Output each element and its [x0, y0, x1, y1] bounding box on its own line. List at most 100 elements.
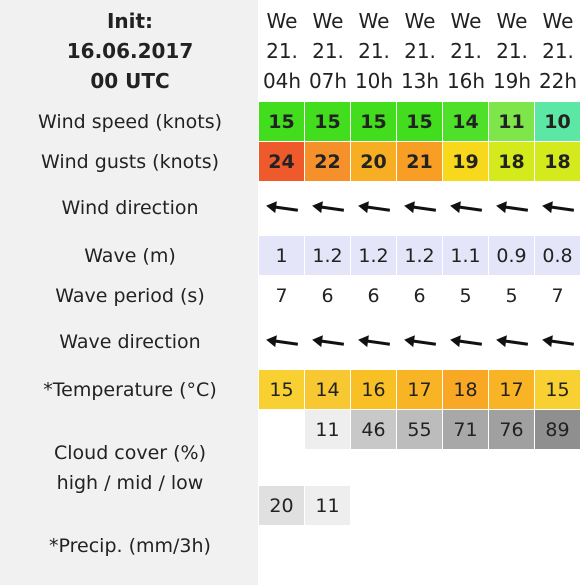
value-cell: 15	[259, 370, 304, 409]
column-day: We	[404, 9, 436, 33]
value-cell: 89	[535, 410, 580, 449]
value-cell: 20	[259, 486, 304, 525]
value-cell: 15	[259, 102, 304, 141]
value-cell: 5	[505, 284, 518, 307]
column-day: We	[358, 9, 390, 33]
value-cell: 46	[351, 410, 396, 449]
direction-arrow	[402, 333, 438, 351]
column-date: 21.	[496, 39, 528, 63]
value-cell	[535, 450, 580, 489]
value-cell: 18	[489, 142, 534, 181]
value-cell: 0.9	[489, 236, 534, 275]
column-hour: 19h	[492, 69, 532, 93]
row-label: *Precip. (mm/3h)	[49, 535, 211, 557]
value-cell: 15	[535, 370, 580, 409]
value-cell	[443, 486, 488, 525]
direction-arrow	[540, 199, 576, 217]
direction-arrow	[356, 333, 392, 351]
value-cell: 0.8	[535, 236, 580, 275]
value-cell: 1	[259, 236, 304, 275]
row-label: Wave direction	[59, 331, 201, 353]
column-day: We	[450, 9, 482, 33]
value-cell: 22	[305, 142, 350, 181]
value-cell	[443, 450, 488, 489]
column-day: We	[496, 9, 528, 33]
direction-arrow	[448, 333, 484, 351]
column-hour: 22h	[538, 69, 578, 93]
direction-arrow	[448, 199, 484, 217]
value-cell	[397, 450, 442, 489]
value-cell	[535, 486, 580, 525]
direction-arrow	[310, 199, 346, 217]
value-cell: 55	[397, 410, 442, 449]
value-cell: 71	[443, 410, 488, 449]
row-label: Wind speed (knots)	[37, 111, 223, 133]
direction-arrow	[540, 333, 576, 351]
value-cell	[305, 450, 350, 489]
init-date: 16.06.2017	[66, 39, 194, 63]
column-date: 21.	[266, 39, 298, 63]
value-cell	[351, 486, 396, 525]
value-cell	[351, 450, 396, 489]
value-cell: 6	[413, 284, 426, 307]
value-cell: 1.1	[443, 236, 488, 275]
row-label: Wave period (s)	[55, 285, 205, 307]
value-cell: 17	[397, 370, 442, 409]
value-cell	[397, 486, 442, 525]
value-cell: 19	[443, 142, 488, 181]
label-panel	[0, 0, 258, 585]
value-cell: 6	[367, 284, 380, 307]
column-hour: 04h	[262, 69, 302, 93]
value-cell: 21	[397, 142, 442, 181]
column-day: We	[542, 9, 574, 33]
value-cell: 7	[551, 284, 564, 307]
column-hour: 10h	[354, 69, 394, 93]
value-cell: 11	[305, 486, 350, 525]
direction-arrow	[264, 199, 300, 217]
value-cell	[259, 450, 304, 489]
value-cell: 10	[535, 102, 580, 141]
value-cell: 6	[321, 284, 334, 307]
column-hour: 16h	[446, 69, 486, 93]
direction-arrow	[494, 199, 530, 217]
column-date: 21.	[404, 39, 436, 63]
value-cell: 15	[351, 102, 396, 141]
value-cell: 1.2	[305, 236, 350, 275]
value-cell	[489, 450, 534, 489]
column-hour: 07h	[308, 69, 348, 93]
direction-arrow	[264, 333, 300, 351]
column-date: 21.	[450, 39, 482, 63]
cloud-sublabel: high / mid / low	[56, 472, 204, 494]
row-label: Wind direction	[61, 197, 199, 219]
value-cell: 18	[535, 142, 580, 181]
value-cell	[489, 486, 534, 525]
value-cell: 20	[351, 142, 396, 181]
value-cell: 18	[443, 370, 488, 409]
value-cell: 14	[443, 102, 488, 141]
value-cell: 17	[489, 370, 534, 409]
row-label: Wind gusts (knots)	[40, 151, 220, 173]
value-cell	[259, 410, 304, 449]
column-hour: 13h	[400, 69, 440, 93]
init-time: 00 UTC	[90, 69, 170, 93]
value-cell: 1.2	[397, 236, 442, 275]
init-label: Init:	[106, 9, 154, 33]
value-cell: 15	[305, 102, 350, 141]
cloud-label: Cloud cover (%)	[53, 442, 207, 464]
value-cell: 5	[459, 284, 472, 307]
direction-arrow	[310, 333, 346, 351]
column-day: We	[312, 9, 344, 33]
direction-arrow	[356, 199, 392, 217]
value-cell: 11	[305, 410, 350, 449]
value-cell: 14	[305, 370, 350, 409]
value-cell: 16	[351, 370, 396, 409]
value-cell: 11	[489, 102, 534, 141]
value-cell: 7	[275, 284, 288, 307]
value-cell: 76	[489, 410, 534, 449]
value-cell: 1.2	[351, 236, 396, 275]
direction-arrow	[402, 199, 438, 217]
column-date: 21.	[542, 39, 574, 63]
direction-arrow	[494, 333, 530, 351]
row-label: *Temperature (°C)	[43, 379, 217, 401]
